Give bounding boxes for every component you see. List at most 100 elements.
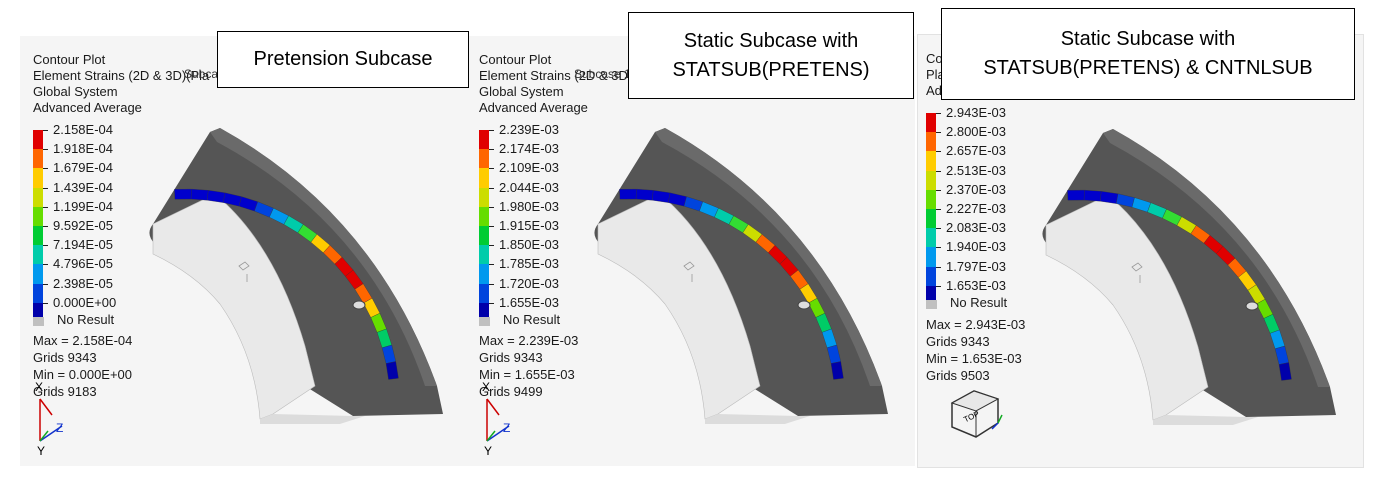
contour-header: Contour Plot Element Strains (2D & 3D)(P… [33, 52, 209, 116]
strain-band-segment [1083, 189, 1102, 202]
legend-value: 2.800E-03 [946, 124, 1006, 140]
legend-tick [489, 245, 494, 247]
callout-pretension: Pretension Subcase [217, 31, 469, 88]
legend-tick [936, 266, 941, 268]
legend-tick [489, 149, 494, 151]
legend-value: 1.199E-04 [53, 198, 113, 214]
strain-band-segment [190, 188, 209, 201]
legend-tick [43, 130, 48, 131]
legend-value: 9.592E-05 [53, 218, 113, 233]
legend-value: 0.000E+00 [53, 294, 117, 310]
legend-tick [489, 187, 494, 189]
header-line: Ad [926, 83, 942, 98]
legend-tick [489, 226, 494, 227]
legend-value: 1.980E-03 [499, 198, 559, 214]
legend-value: 1.797E-03 [946, 258, 1006, 274]
legend-swatch [926, 285, 936, 305]
axis-z-label: Z [503, 421, 510, 435]
min-grid: Grids 9503 [926, 368, 990, 383]
subcase-label: Subcase 1 (L [574, 67, 645, 81]
header-line: Advanced Average [479, 100, 588, 115]
callout-cntnlsub: Static Subcase with STATSUB(PRETENS) & C… [941, 8, 1355, 100]
legend-tick [936, 189, 941, 191]
legend-swatch [926, 266, 936, 286]
axis-x-label: X [35, 381, 43, 394]
view-cube-icon[interactable]: TOP [944, 385, 1008, 445]
legend-swatch [33, 264, 43, 284]
strain-band-segment [174, 188, 192, 200]
axis-y-label: Y [37, 444, 45, 458]
viewport-static[interactable]: Contour Plot Element Strains (2D & 3D Gl… [470, 36, 915, 466]
contour-stats: Max = 2.239E-03 Grids 9343 Min = 1.655E-… [479, 332, 578, 400]
header-line: Contour Plot [33, 52, 106, 67]
legend-swatch [479, 187, 489, 207]
header-line: Global System [479, 84, 564, 99]
strain-band-segment [1278, 362, 1292, 381]
min-grid: Grids 9499 [479, 384, 543, 399]
legend-value: 1.679E-04 [53, 160, 113, 176]
legend-swatch [33, 187, 43, 207]
bore-cylinder [597, 193, 761, 420]
header-line: Contour Plot [479, 52, 552, 67]
legend-value: 2.174E-03 [499, 141, 559, 157]
legend-tick [936, 209, 941, 210]
legend-tick [43, 206, 48, 208]
viewport-pretension[interactable]: Contour Plot Element Strains (2D & 3D)(P… [20, 36, 470, 466]
legend-tick [936, 170, 941, 172]
legend-tick [489, 206, 494, 208]
no-result-label: No Result [950, 295, 1008, 310]
legend-tick [936, 228, 941, 230]
bolt-hole [797, 300, 811, 310]
legend-swatch [926, 151, 936, 171]
legend-value: 7.194E-05 [53, 237, 113, 253]
legend-tick [489, 283, 494, 285]
legend-value: 2.083E-03 [946, 220, 1006, 236]
legend-value: 2.370E-03 [946, 181, 1006, 197]
bolt-hole [352, 300, 366, 310]
legend-value: 1.850E-03 [499, 237, 559, 253]
strain-band-segment [1067, 189, 1085, 201]
legend-swatch [479, 245, 489, 265]
legend-swatch [33, 245, 43, 265]
no-result-label: No Result [503, 312, 561, 327]
legend-tick [489, 168, 494, 170]
legend-tick [489, 130, 494, 131]
header-line: Global System [33, 84, 118, 99]
axis-y-label: Y [484, 444, 492, 458]
legend-swatch [926, 189, 936, 209]
bore-cylinder [152, 193, 316, 420]
header-line: Co [926, 51, 943, 66]
legend-swatch [479, 149, 489, 169]
legend-value: 2.943E-03 [946, 105, 1006, 120]
max-grid: Grids 9343 [479, 350, 543, 365]
legend-tick [936, 285, 941, 287]
legend-swatch [479, 130, 489, 150]
header-line: Advanced Average [33, 100, 142, 115]
bolt-hole [1245, 301, 1259, 311]
strain-band-segment [619, 188, 637, 200]
legend-tick [489, 302, 494, 304]
flange-base [705, 414, 810, 424]
contour-header: Contour Plot Element Strains (2D & 3D Gl… [479, 52, 628, 116]
min-value: Min = 1.653E-03 [926, 351, 1022, 366]
legend-tick [489, 264, 494, 266]
flange-model [1042, 129, 1336, 425]
flange-model [594, 128, 888, 424]
legend-swatch [926, 132, 936, 152]
callout-line: STATSUB(PRETENS) & CNTNLSUB [983, 57, 1313, 79]
axis-x-label: X [482, 381, 490, 394]
legend-swatch [33, 226, 43, 246]
legend-tick [43, 168, 48, 170]
legend-swatch [926, 209, 936, 229]
legend-tick [43, 245, 48, 247]
legend-tick [936, 113, 941, 114]
legend-value: 2.158E-04 [53, 122, 113, 137]
legend-swatch [33, 206, 43, 226]
no-result-swatch [926, 300, 937, 309]
flange-model [149, 128, 443, 424]
min-grid: Grids 9183 [33, 384, 97, 399]
legend-swatch [479, 283, 489, 303]
viewport-cntnlsub[interactable]: Co Pla Ad 2.943E-03 2.800E-03 2.657E-03 2.5… [917, 34, 1364, 468]
legend-value: 2.657E-03 [946, 143, 1006, 159]
legend-swatch [926, 228, 936, 248]
